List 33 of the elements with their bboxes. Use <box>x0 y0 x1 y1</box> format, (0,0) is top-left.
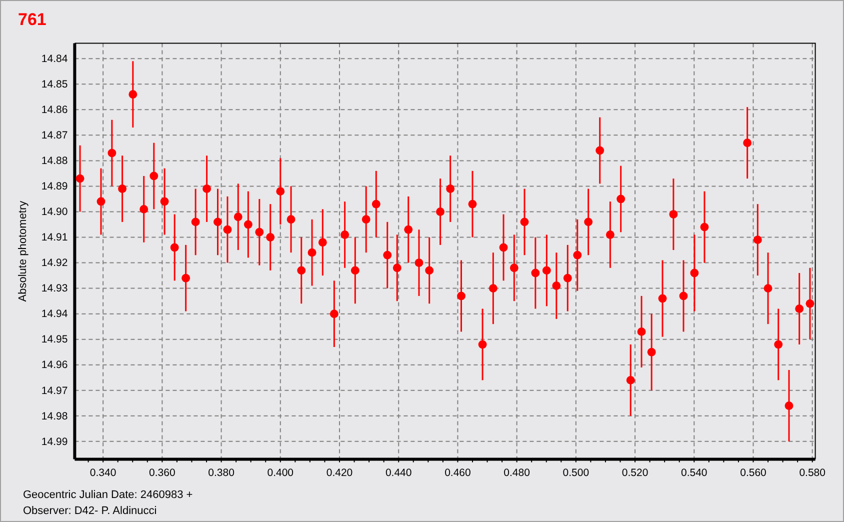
x-tick-label: 0.400 <box>267 466 294 479</box>
x-tick-label: 0.340 <box>90 466 116 479</box>
x-tick-label: 0.520 <box>622 466 648 479</box>
x-tick-label: 0.560 <box>740 466 767 479</box>
y-tick-label: 14.91 <box>41 232 68 244</box>
y-tick-label: 14.94 <box>41 308 68 320</box>
y-tick-label: 14.90 <box>41 206 68 218</box>
y-tick-label: 14.86 <box>41 104 68 116</box>
x-tick-label: 0.540 <box>680 466 708 479</box>
y-tick-label: 14.84 <box>41 52 68 65</box>
x-tick-label: 0.480 <box>504 466 530 479</box>
y-tick-label: 14.93 <box>41 282 68 295</box>
y-tick-label: 14.97 <box>41 384 68 397</box>
x-tick-label: 0.460 <box>444 466 472 479</box>
y-tick-label: 14.92 <box>41 257 68 270</box>
y-tick-label: 14.95 <box>41 334 68 346</box>
y-tick-label: 14.85 <box>41 78 68 90</box>
x-tick-label: 0.580 <box>799 466 826 479</box>
x-tick-label: 0.380 <box>208 466 235 479</box>
y-tick-label: 14.89 <box>41 180 68 193</box>
x-tick-label: 0.420 <box>326 466 353 479</box>
text: Observer: D42- P. Aldinucci <box>23 505 157 517</box>
y-tick-label: 14.87 <box>41 130 68 142</box>
y-tick-label: 14.96 <box>41 359 68 372</box>
y-tick-label: 14.98 <box>41 410 68 422</box>
x-axis-title: Geocentric Julian Date: 2460983 + <box>23 489 193 501</box>
x-tick-label: 0.500 <box>562 466 590 479</box>
chart-title: 761 <box>18 10 46 29</box>
y-axis-title: Absolute photometry <box>17 200 29 302</box>
x-tick-label: 0.440 <box>385 466 412 479</box>
x-tick-label: 0.360 <box>149 466 176 479</box>
y-tick-label: 14.88 <box>41 155 68 168</box>
y-tick-label: 14.99 <box>41 436 68 448</box>
